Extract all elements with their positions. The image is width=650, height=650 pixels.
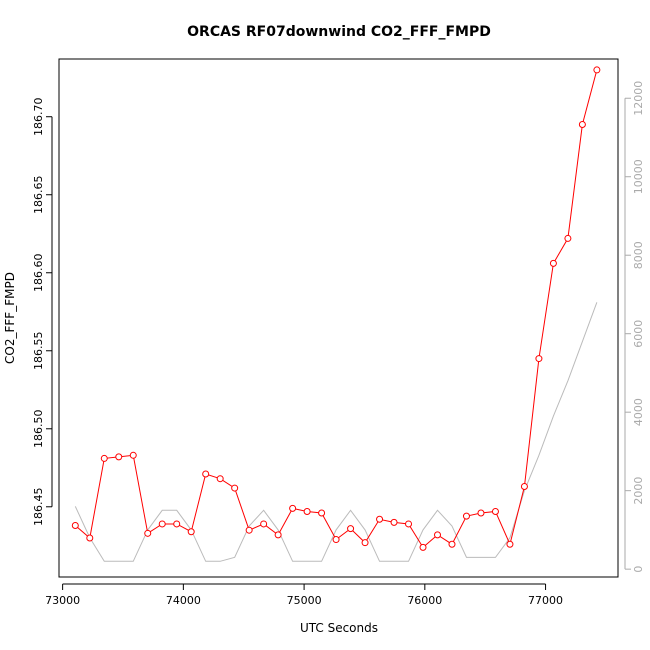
co2-data-point [520,483,528,491]
co2-data-point [405,520,413,528]
co2-data-point [535,355,543,363]
y2-axis: 0 2000 4000 6000 8000 10000 12000 [624,81,645,573]
co2-data-point [506,540,514,548]
y2-tick-label: 12000 [632,81,645,116]
co2-data-point [100,454,108,462]
co2-data-point [593,66,601,74]
y2-tick-label: 6000 [632,320,645,348]
co2-data-point [129,451,137,459]
x-axis-label: UTC Seconds [300,621,378,635]
y2-tick-label: 4000 [632,398,645,426]
x-axis: 73000 74000 75000 76000 77000 [45,583,563,607]
co2-data-point [71,522,79,530]
y-tick-label: 186.60 [32,254,45,293]
co2-data-point [274,531,282,539]
x-tick-label: 74000 [166,594,201,607]
co2-data-point [289,504,297,512]
co2-data-point [173,520,181,528]
y2-tick-label: 0 [632,566,645,573]
chart-title: ORCAS RF07downwind CO2_FFF_FMPD [187,24,491,40]
co2-data-point [361,539,369,547]
co2-data-point [578,121,586,129]
co2-data-point [448,540,456,548]
co2-data-point [202,470,210,478]
co2-data-point [260,520,268,528]
co2-data-point [187,528,195,536]
co2-data-point [144,529,152,537]
co2-data-point [434,531,442,539]
y-tick-label: 186.45 [32,488,45,527]
co2-data-point [231,484,239,492]
co2-series-line [74,69,598,549]
co2-data-point [419,543,427,551]
co2-data-point [245,526,253,534]
co2-data-point [332,536,340,544]
y-axis: 186.45 186.50 186.55 186.60 186.65 186.70 [32,97,53,527]
co2-data-point [347,525,355,533]
x-tick-label: 75000 [287,594,322,607]
y-tick-label: 186.65 [32,175,45,214]
y-tick-label: 186.50 [32,410,45,449]
y-tick-label: 186.55 [32,332,45,371]
x-tick-label: 73000 [45,594,80,607]
co2-data-point [390,518,398,526]
co2-data-point [303,507,311,515]
co2-data-point [462,512,470,520]
x-tick-label: 77000 [528,594,563,607]
series-layer [71,66,601,562]
co2-data-point [376,515,384,523]
co2-data-point [318,509,326,517]
y2-tick-label: 2000 [632,477,645,505]
co2-data-point [491,507,499,515]
co2-data-point [564,234,572,242]
y2-tick-label: 8000 [632,241,645,269]
x-tick-label: 76000 [407,594,442,607]
secondary-series-line [74,302,598,562]
co2-data-point [115,453,123,461]
co2-data-point [158,520,166,528]
co2-data-point [549,259,557,267]
co2-data-point [86,534,94,542]
co2-data-point [216,475,224,483]
plot-area [58,58,619,578]
y-tick-label: 186.70 [32,97,45,136]
y-axis-label: CO2_FFF_FMPD [3,272,17,364]
co2-data-point [477,509,485,517]
y2-tick-label: 10000 [632,159,645,194]
